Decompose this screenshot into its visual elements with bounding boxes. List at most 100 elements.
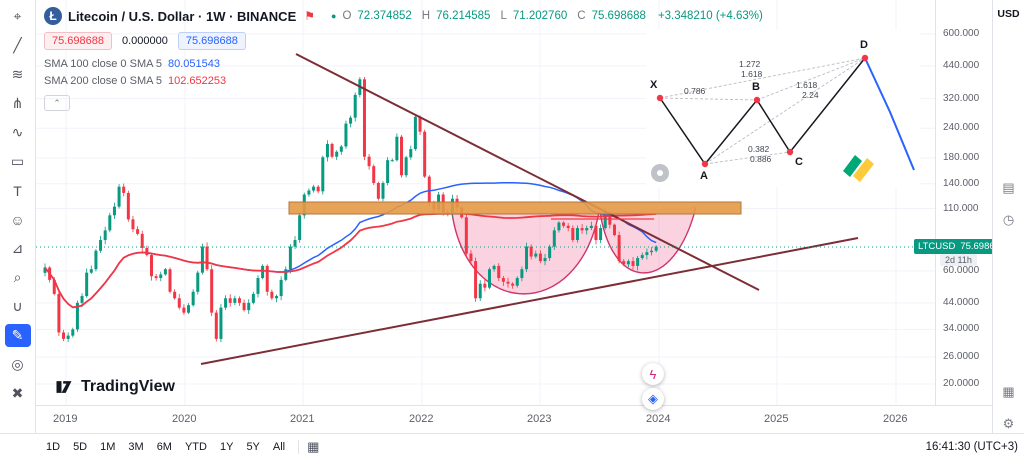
litefinance-logo-yellow (853, 158, 874, 182)
flag-icon[interactable]: ⚑ (304, 9, 316, 23)
bottom-toolbar: 1D 5D 1M 3M 6M YTD 1Y 5Y All ▦ 16:41:30 (UTC+3) (0, 433, 1024, 459)
high-label: H (421, 10, 431, 22)
watermark-text: TradingView (81, 378, 175, 395)
pitchfork-tool[interactable]: ⋔ (11, 95, 24, 111)
sma200-value: 102.652253 (168, 75, 227, 87)
year-tick-label: 2021 (290, 413, 315, 425)
channels-tool[interactable]: ≋ (11, 66, 24, 82)
shapes-tool[interactable]: ▭ (10, 153, 25, 169)
projection-line (864, 57, 915, 171)
ratio-value: 1.618 (741, 69, 763, 79)
details-panel-icon[interactable]: ▤ (1002, 180, 1015, 195)
ratio-value: 0.786 (684, 86, 706, 96)
current-price-badge: LTCUSD 75.6986 (914, 239, 999, 254)
zoom-tool[interactable]: ⌕ (13, 269, 22, 285)
price-tick-label: 180.000 (943, 151, 980, 163)
trendline-tool[interactable]: ╱ (13, 37, 22, 53)
sma200-legend[interactable]: SMA 200 close 0 SMA 5 102.652253 (44, 75, 763, 87)
range-5d[interactable]: 5D (73, 440, 88, 453)
ratio-value: 0.886 (750, 154, 772, 164)
year-tick-label: 2019 (53, 413, 78, 425)
ratio-value: 2.24 (802, 90, 819, 100)
litecoin-logo-icon: Ł (44, 7, 62, 25)
litefinance-logo-green (843, 155, 862, 177)
open-value: 72.374852 (357, 10, 412, 22)
high-value: 76.214585 (436, 10, 491, 22)
pattern-xabcd-tool[interactable]: ∿ (11, 124, 24, 140)
text-tool[interactable]: T (13, 182, 22, 199)
range-all[interactable]: All (272, 440, 286, 453)
sma100-legend[interactable]: SMA 100 close 0 SMA 5 80.051543 (44, 58, 763, 70)
range-6m[interactable]: 6M (156, 440, 172, 453)
range-1m[interactable]: 1M (100, 440, 116, 453)
ratio-value: 1.272 (739, 59, 761, 69)
time-axis[interactable]: 2019 2020 2021 2022 2023 2024 2025 2026 (0, 405, 992, 434)
price-axis[interactable]: 600.000 440.000 320.000 240.000 180.000 140.0… (914, 0, 999, 405)
bar-countdown: 2d 11h (940, 254, 977, 266)
sma-200-line[interactable] (44, 212, 657, 309)
sma100-value: 80.051543 (168, 58, 221, 70)
descending-trendline[interactable] (295, 53, 760, 291)
sell-price-button[interactable]: 75.698688 (44, 32, 112, 50)
ratio-guide-line (659, 97, 758, 101)
range-5y[interactable]: 5Y (246, 440, 260, 453)
low-value: 71.202760 (512, 10, 568, 22)
year-tick-label: 2026 (883, 413, 908, 425)
price-chart[interactable] (0, 0, 1024, 405)
range-ytd[interactable]: YTD (184, 440, 207, 453)
ratio-guide-line (756, 57, 866, 101)
ratio-guide-line (704, 57, 866, 165)
symbol-header: Ł Litecoin / U.S. Dollar · 1W · BINANCE … (44, 7, 763, 111)
badge-button[interactable]: ◈ (642, 388, 664, 410)
symbol-title[interactable]: Litecoin / U.S. Dollar · 1W · BINANCE (68, 8, 297, 24)
close-label: C (577, 10, 586, 22)
pivot-label-C: C (795, 156, 803, 168)
pivot-dot (861, 54, 869, 62)
open-label: O (342, 10, 352, 22)
pivot-dot (786, 148, 794, 156)
camera-icon-lens (657, 170, 663, 176)
magnet-tool[interactable]: ∪ (12, 298, 23, 314)
ratio-guide-line (704, 151, 791, 165)
badge-price: 75.6986 (960, 241, 995, 252)
supply-zone-rectangle[interactable] (288, 201, 742, 215)
range-1d[interactable]: 1D (46, 440, 61, 453)
drawing-mode-tool[interactable]: ✎ (4, 324, 31, 347)
tradingview-logo-icon (56, 381, 72, 393)
order-panel: 75.698688 0.000000 75.698688 (44, 32, 763, 50)
year-tick-label: 2023 (527, 413, 552, 425)
ascending-trendline[interactable] (200, 237, 859, 365)
price-tick-label: 440.000 (943, 59, 980, 71)
hide-drawings-tool[interactable]: ◎ (11, 356, 24, 372)
range-1y[interactable]: 1Y (219, 440, 234, 453)
settings-gear-icon[interactable]: ⚙ (1002, 416, 1015, 431)
buy-price-button[interactable]: 75.698688 (177, 32, 246, 50)
spread-value: 0.000000 (122, 35, 168, 47)
currency-label[interactable]: USD (997, 8, 1020, 20)
calendar-icon[interactable]: ▦ (1002, 384, 1015, 399)
lightning-button[interactable]: ϟ (642, 363, 664, 385)
pivot-label-B: B (752, 81, 760, 93)
pivot-label-X: X (650, 79, 658, 91)
year-tick-label: 2022 (409, 413, 434, 425)
pivot-label-D: D (860, 39, 868, 51)
range-3m[interactable]: 3M (128, 440, 144, 453)
clock[interactable]: 16:41:30 (UTC+3) (925, 440, 1018, 453)
cursor-tool[interactable]: ⌖ (13, 8, 22, 24)
measure-tool[interactable]: ⊿ (11, 240, 24, 256)
sidebar-icons: ▤ ◷ ▦ ⚙ (1002, 180, 1014, 432)
pivot-dot (701, 160, 709, 168)
remove-drawings-tool[interactable]: ✖ (11, 385, 24, 401)
collapse-indicators-button[interactable]: ⌃ (44, 95, 70, 111)
pivot-dot (753, 96, 761, 104)
alerts-clock-icon[interactable]: ◷ (1002, 212, 1015, 227)
goto-date-button[interactable]: ▦ (307, 438, 320, 454)
pivot-label-A: A (700, 170, 708, 182)
price-tick-label: 600.000 (943, 27, 980, 39)
price-tick-label: 34.0000 (943, 323, 980, 335)
sma100-label: SMA 100 close 0 SMA 5 (44, 58, 163, 70)
emoji-tool[interactable]: ☺ (10, 211, 25, 228)
price-tick-label: 26.0000 (943, 350, 980, 362)
tradingview-watermark: TradingView (54, 377, 175, 397)
